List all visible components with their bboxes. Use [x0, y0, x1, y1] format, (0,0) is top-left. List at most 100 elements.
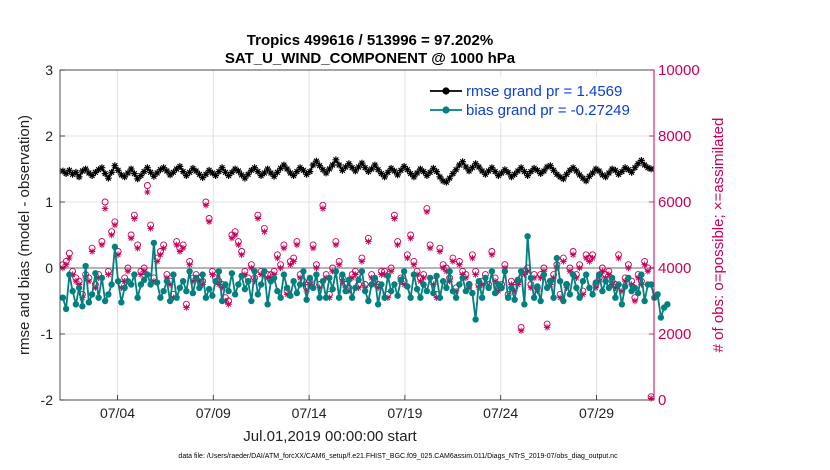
bias-point [238, 272, 245, 280]
bias-point [140, 276, 148, 284]
bias-point [566, 291, 574, 298]
obs-possible-point [426, 241, 434, 249]
obs-possible-point [140, 264, 148, 272]
rmse-point [387, 164, 395, 172]
rmse-point [166, 171, 174, 179]
rmse-point [462, 163, 470, 171]
rmse-point [576, 171, 583, 179]
rmse-point [186, 168, 193, 176]
obs-possible-point [69, 267, 77, 275]
bias-point [189, 289, 197, 297]
rmse-point [105, 174, 112, 182]
obs-possible-point [277, 261, 285, 269]
rmse-point [404, 166, 411, 174]
rmse-point [173, 165, 180, 173]
bias-point [514, 276, 522, 284]
bias-point [579, 278, 587, 285]
footnote: data file: /Users/raeder/DAI/ATM_forcXX/… [178, 453, 618, 460]
bias-point [303, 296, 310, 303]
rmse-point [625, 166, 632, 174]
obs-possible-point [390, 211, 398, 219]
rmse-point [527, 168, 535, 175]
rmse-point [92, 168, 99, 176]
rmse-point [287, 169, 294, 177]
obs-possible-point [462, 271, 470, 279]
rmse-point [634, 160, 642, 168]
bias-point [75, 284, 83, 291]
bias-point [296, 281, 304, 288]
rmse-point [647, 165, 655, 173]
rmse-point [475, 163, 483, 171]
obs-possible-point [358, 254, 366, 262]
rmse-point [511, 170, 518, 178]
bias-point [235, 281, 242, 288]
rmse-point [225, 172, 232, 179]
rmse-point [124, 169, 132, 177]
rmse-point [326, 165, 333, 173]
rmse-point [430, 164, 437, 172]
rmse-point [459, 158, 466, 166]
rmse-point [108, 168, 115, 176]
rmse-point [361, 164, 369, 172]
bias-point [274, 287, 281, 295]
obs-possible-point [309, 241, 317, 249]
obs-assimilated-point [144, 188, 151, 196]
rmse-point [612, 166, 619, 174]
bias-point [384, 272, 392, 280]
bias-point [378, 281, 385, 288]
x-tick-label: 07/24 [483, 405, 518, 421]
obs-possible-point [488, 248, 496, 255]
rmse-series-layer [59, 156, 655, 186]
x-tick-label: 07/04 [100, 405, 135, 421]
bias-point [540, 271, 548, 278]
bias-point [199, 271, 206, 278]
rmse-point [641, 161, 648, 169]
rmse-point [420, 168, 427, 175]
bias-point [179, 278, 187, 285]
rmse-point [215, 168, 223, 175]
obs-possible-point [202, 198, 210, 206]
bias-point [641, 297, 648, 305]
bias-point [553, 254, 561, 262]
obs-possible-point [153, 254, 161, 262]
bias-point [342, 287, 349, 295]
bias-point [573, 284, 580, 291]
bias-point [101, 297, 109, 305]
rmse-point [456, 161, 463, 169]
bias-point [85, 299, 93, 306]
obs-possible-point [319, 201, 327, 209]
chart-title-line2: SAT_U_WIND_COMPONENT @ 1000 hPa [225, 50, 516, 67]
bias-point [225, 287, 232, 295]
bias-point [602, 278, 609, 285]
bias-point [231, 291, 239, 298]
obs-possible-point [91, 281, 99, 288]
bias-point [293, 289, 301, 297]
rmse-point [433, 168, 440, 175]
obs-possible-point [413, 267, 421, 275]
obs-possible-point [351, 267, 359, 275]
obs-possible-point [293, 238, 301, 246]
bias-point [205, 285, 213, 293]
bias-point [183, 287, 190, 295]
obs-possible-point [147, 221, 155, 229]
rmse-point [560, 175, 567, 183]
bias-point [547, 278, 554, 285]
obs-possible-point [394, 238, 402, 246]
rmse-point [478, 167, 486, 175]
rmse-point [147, 168, 154, 176]
obs-possible-point [442, 264, 450, 272]
rmse-point [157, 166, 164, 174]
bias-point [345, 276, 353, 284]
y-left-tick-label: -2 [41, 392, 54, 408]
bias-point [209, 292, 216, 299]
rmse-point [482, 170, 489, 178]
obs-possible-point [641, 257, 649, 265]
bias-point [371, 274, 379, 282]
bias-point [638, 271, 645, 278]
rmse-point [228, 168, 236, 176]
bias-point [631, 284, 639, 291]
bias-point [508, 284, 515, 291]
bias-point [459, 274, 466, 282]
obs-possible-point [124, 264, 132, 272]
obs-possible-point [332, 238, 340, 246]
